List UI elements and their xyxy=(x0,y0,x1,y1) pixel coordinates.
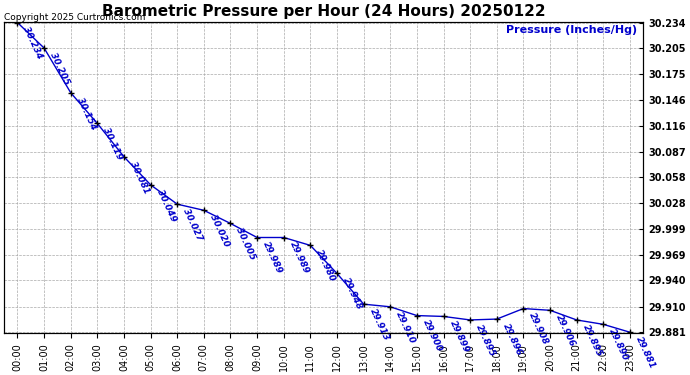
Text: 30.005: 30.005 xyxy=(235,226,257,261)
Text: 29.913: 29.913 xyxy=(368,307,391,342)
Text: 29.989: 29.989 xyxy=(288,240,310,276)
Text: 30.234: 30.234 xyxy=(21,26,44,60)
Text: 29.881: 29.881 xyxy=(634,335,657,370)
Text: 29.906: 29.906 xyxy=(554,313,577,348)
Text: 29.948: 29.948 xyxy=(341,276,364,311)
Text: 30.154: 30.154 xyxy=(75,96,98,131)
Text: 30.119: 30.119 xyxy=(101,126,124,161)
Text: 30.081: 30.081 xyxy=(128,160,151,195)
Text: 30.049: 30.049 xyxy=(155,188,177,223)
Text: 29.900: 29.900 xyxy=(421,318,444,354)
Text: Pressure (Inches/Hg): Pressure (Inches/Hg) xyxy=(506,25,637,35)
Text: 29.896: 29.896 xyxy=(501,322,524,357)
Text: 29.890: 29.890 xyxy=(607,327,630,362)
Text: 29.980: 29.980 xyxy=(315,248,337,284)
Text: 30.027: 30.027 xyxy=(181,207,204,242)
Text: 29.908: 29.908 xyxy=(528,311,551,346)
Title: Barometric Pressure per Hour (24 Hours) 20250122: Barometric Pressure per Hour (24 Hours) … xyxy=(102,4,546,19)
Text: 29.895: 29.895 xyxy=(474,323,497,358)
Text: 29.910: 29.910 xyxy=(395,310,417,345)
Text: 30.020: 30.020 xyxy=(208,213,231,248)
Text: Copyright 2025 Curtronics.com: Copyright 2025 Curtronics.com xyxy=(4,13,146,22)
Text: 29.899: 29.899 xyxy=(448,319,471,354)
Text: 29.989: 29.989 xyxy=(262,240,284,276)
Text: 29.895: 29.895 xyxy=(581,323,604,358)
Text: 30.205: 30.205 xyxy=(48,51,71,86)
